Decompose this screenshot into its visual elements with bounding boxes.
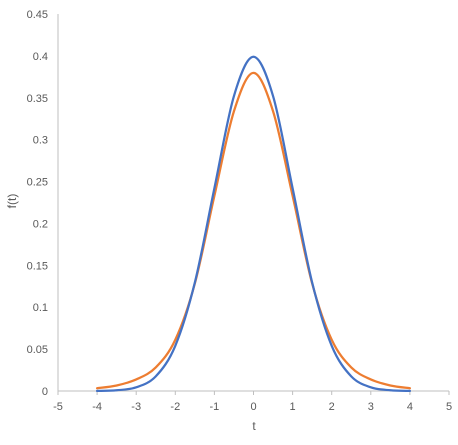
y-tick-label: 0.3 [33,135,48,147]
x-axis-label: t [252,419,256,433]
y-tick-label: 0.2 [33,218,48,230]
x-tick-label: -1 [210,401,220,413]
x-tick-label: -2 [170,401,180,413]
x-axis-ticks: -5 -4 -3 -2 -1 0 1 2 3 4 5 [53,391,452,413]
series-layer [95,55,412,393]
x-tick-label: -3 [131,401,141,413]
series-line-blue [95,55,412,393]
x-tick-label: 0 [250,401,256,413]
y-tick-label: 0.4 [33,51,48,63]
x-tick-label: 5 [446,401,452,413]
y-tick-label: 0.05 [27,344,48,356]
x-tick-label: -4 [92,401,102,413]
x-tick-label: 4 [407,401,413,413]
y-tick-label: 0.25 [27,177,48,189]
x-tick-label: 1 [290,401,296,413]
y-tick-label: 0.1 [33,302,48,314]
y-axis-ticks: 0 0.05 0.1 0.15 0.2 0.25 0.3 0.35 0.4 0.45 [27,9,48,398]
y-tick-label: 0.15 [27,260,48,272]
series-line-orange [95,71,412,390]
x-tick-label: 3 [368,401,374,413]
y-axis-label: f(t) [5,194,19,209]
y-tick-label: 0.45 [27,9,48,21]
y-tick-label: 0 [42,386,48,398]
y-tick-label: 0.35 [27,93,48,105]
x-tick-label: 2 [329,401,335,413]
axes [57,14,449,392]
x-tick-label: -5 [53,401,63,413]
